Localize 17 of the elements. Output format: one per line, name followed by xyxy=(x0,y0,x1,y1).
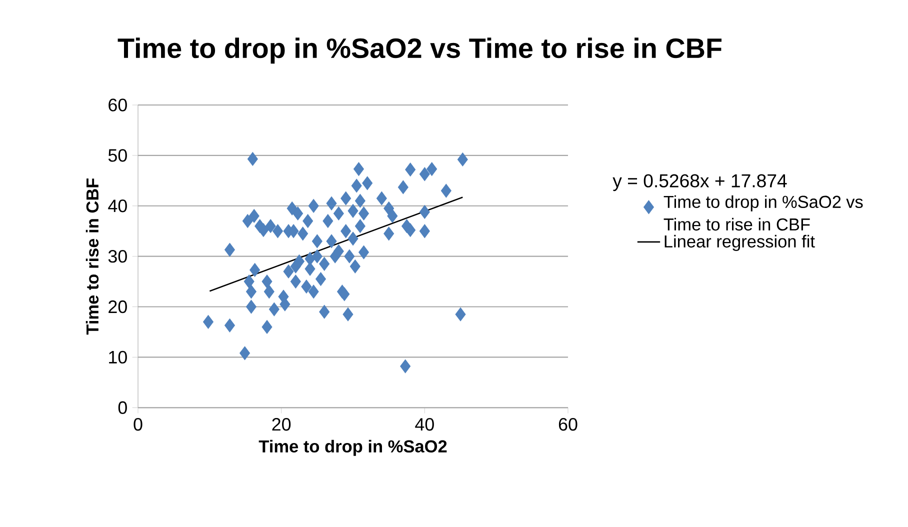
y-tick-label: 50 xyxy=(108,149,127,162)
text: y = 0.5268x + 17.874 xyxy=(612,174,787,192)
y-tick-label: 60 xyxy=(108,98,127,112)
x-tick-label: 20 xyxy=(272,418,291,431)
x-tick-label: 60 xyxy=(558,418,578,431)
y-axis-title: Time to rise in CBF xyxy=(86,178,99,335)
y-tick-label: 0 xyxy=(118,401,127,414)
y-tick-label: 20 xyxy=(108,300,127,314)
legend-label: Time to drop in %SaO2 vs Time to rise in CBF xyxy=(664,195,863,231)
y-tick-label: 40 xyxy=(108,200,127,212)
y-tick-label: 10 xyxy=(109,351,127,364)
legend-label: Linear regression fit xyxy=(664,235,815,252)
chart-title: Time to drop in %SaO2 vs Time to rise in CBF xyxy=(118,38,722,64)
x-axis-title: Time to drop in %SaO2 xyxy=(258,440,447,456)
y-tick-label: 30 xyxy=(108,250,127,263)
x-tick-label: 40 xyxy=(415,418,434,431)
x-tick-label: 0 xyxy=(134,418,142,431)
